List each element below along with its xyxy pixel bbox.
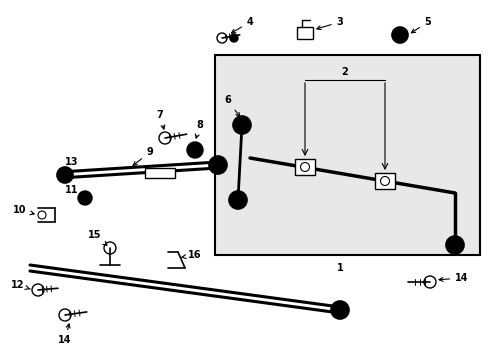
Text: 3: 3 [316,17,343,30]
Text: 5: 5 [410,17,430,33]
Bar [296,27,312,39]
Circle shape [208,156,226,174]
Text: 14: 14 [58,324,72,345]
Circle shape [78,191,92,205]
Text: 15: 15 [88,230,107,246]
Bar [145,168,175,178]
Bar [294,159,314,175]
Text: 14: 14 [438,273,468,283]
Circle shape [232,116,250,134]
Bar [215,55,479,255]
Text: 10: 10 [13,205,34,215]
Text: 4: 4 [231,17,253,33]
Text: 13: 13 [65,157,79,172]
Circle shape [391,27,407,43]
Circle shape [229,34,238,42]
Bar [374,173,394,189]
Text: 1: 1 [336,263,343,273]
Text: 2: 2 [341,67,347,77]
Text: 16: 16 [182,250,202,260]
Circle shape [445,236,463,254]
Text: 8: 8 [195,120,203,138]
Text: 12: 12 [11,280,30,290]
Text: 7: 7 [156,110,164,129]
Text: 11: 11 [65,185,84,198]
Circle shape [57,167,73,183]
Circle shape [228,191,246,209]
Text: 6: 6 [224,95,239,117]
Circle shape [186,142,203,158]
Text: 9: 9 [133,147,153,166]
Circle shape [330,301,348,319]
